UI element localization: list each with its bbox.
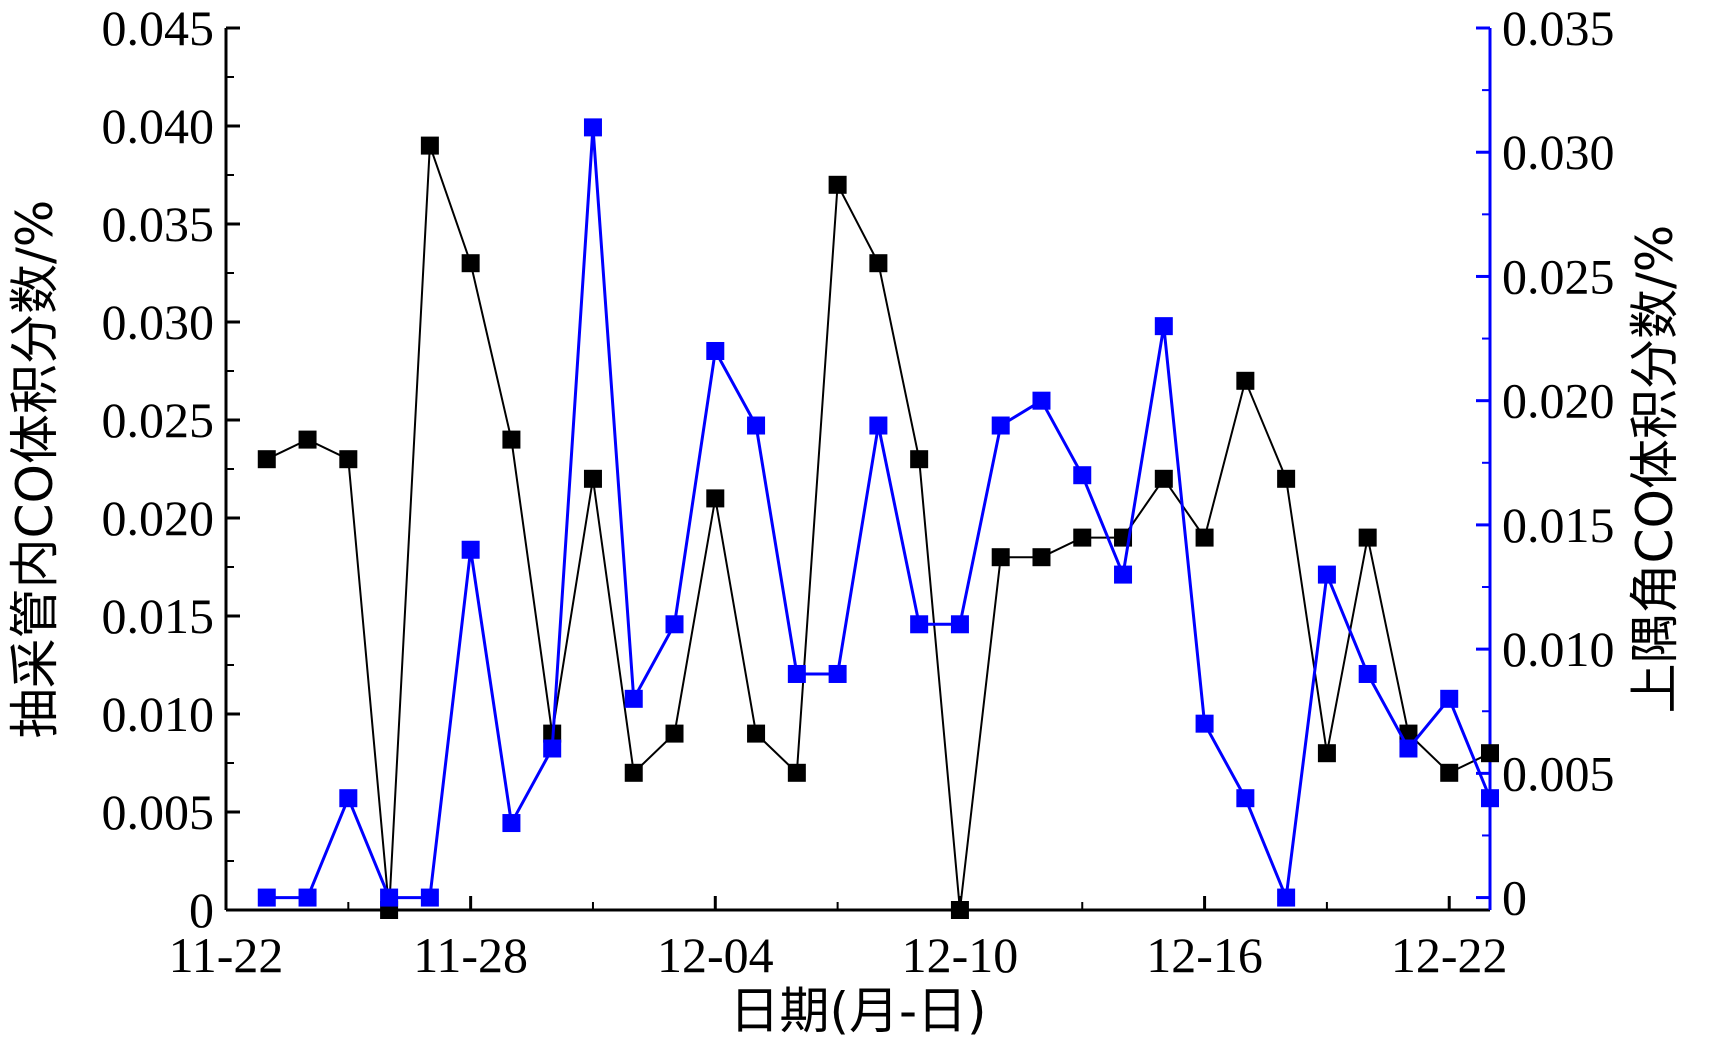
right-series-point bbox=[1154, 317, 1173, 336]
left-series-point bbox=[991, 548, 1010, 567]
left-series-point bbox=[950, 901, 969, 919]
left-series-point bbox=[1481, 744, 1499, 763]
right-series-point bbox=[543, 739, 562, 758]
left-series-point bbox=[787, 763, 806, 782]
right-series-point bbox=[461, 540, 480, 559]
y-right-tick-label: 0.020 bbox=[1502, 373, 1615, 429]
left-series-point bbox=[665, 724, 684, 743]
left-series-point bbox=[910, 450, 929, 469]
y-left-tick-label: 0.010 bbox=[102, 686, 215, 742]
x-tick-label: 12-04 bbox=[657, 927, 774, 983]
right-series-point bbox=[1195, 714, 1214, 733]
right-series-point bbox=[1073, 466, 1092, 485]
y-left-axis-title: 抽采管内CO体积分数/% bbox=[6, 200, 64, 739]
left-series-point bbox=[461, 254, 480, 273]
right-series-point bbox=[1399, 739, 1418, 758]
right-series-point bbox=[665, 615, 684, 634]
left-series-point bbox=[298, 430, 317, 449]
x-tick-label: 11-28 bbox=[413, 927, 528, 983]
left-series-point bbox=[1317, 744, 1336, 763]
y-right-tick-label: 0 bbox=[1502, 870, 1527, 926]
right-series-point bbox=[420, 888, 439, 907]
y-left-tick-label: 0.005 bbox=[102, 784, 215, 840]
y-right-axis-title: 上隅角CO体积分数/% bbox=[1626, 225, 1684, 714]
right-series-point bbox=[1236, 789, 1255, 808]
right-series-point bbox=[747, 416, 766, 435]
y-right-tick-label: 0.030 bbox=[1502, 124, 1615, 180]
y-left-tick-label: 0.045 bbox=[102, 0, 215, 56]
y-left-tick-label: 0.025 bbox=[102, 392, 215, 448]
right-series-point bbox=[339, 789, 358, 808]
x-tick-label: 12-16 bbox=[1146, 927, 1263, 983]
right-series-point bbox=[1277, 888, 1296, 907]
left-series-point bbox=[624, 763, 643, 782]
right-series-point bbox=[624, 689, 643, 708]
right-series-point bbox=[1358, 664, 1377, 683]
right-series-point bbox=[787, 664, 806, 683]
right-series-point bbox=[991, 416, 1010, 435]
left-series-point bbox=[1195, 528, 1214, 547]
right-series-point bbox=[1440, 689, 1459, 708]
y-right-tick-label: 0.010 bbox=[1502, 621, 1615, 677]
right-series-point bbox=[583, 118, 602, 137]
y-right-tick-label: 0.005 bbox=[1502, 745, 1615, 801]
right-series-point bbox=[1114, 565, 1133, 584]
x-axis-title: 日期(月-日) bbox=[729, 982, 986, 1040]
x-tick-label: 11-22 bbox=[169, 927, 284, 983]
right-series-point bbox=[502, 814, 521, 833]
x-tick-label: 12-22 bbox=[1391, 927, 1508, 983]
right-series-point bbox=[910, 615, 929, 634]
y-right-tick-label: 0.015 bbox=[1502, 497, 1615, 553]
right-series-point bbox=[706, 341, 725, 360]
left-series-point bbox=[1236, 371, 1255, 390]
y-left-tick-label: 0.015 bbox=[102, 588, 215, 644]
right-series-point bbox=[298, 888, 317, 907]
y-left-tick-label: 0.040 bbox=[102, 98, 215, 154]
y-left-tick-label: 0.030 bbox=[102, 294, 215, 350]
left-series-point bbox=[747, 724, 766, 743]
left-series-point bbox=[828, 175, 847, 194]
left-series-point bbox=[502, 430, 521, 449]
left-series-point bbox=[1032, 548, 1051, 567]
left-series-point bbox=[257, 450, 276, 469]
left-series-point bbox=[1154, 469, 1173, 488]
left-series-point bbox=[1358, 528, 1377, 547]
left-series-point bbox=[420, 136, 439, 155]
left-series-point bbox=[706, 489, 725, 508]
x-tick-label: 12-10 bbox=[902, 927, 1019, 983]
right-series-point bbox=[828, 664, 847, 683]
right-series-point bbox=[1032, 391, 1051, 410]
right-series-point bbox=[380, 888, 399, 907]
right-series-point bbox=[950, 615, 969, 634]
left-series-point bbox=[869, 254, 888, 273]
right-series-point bbox=[1317, 565, 1336, 584]
left-series-point bbox=[1277, 469, 1296, 488]
right-series-point bbox=[257, 888, 276, 907]
y-left-tick-label: 0.035 bbox=[102, 196, 215, 252]
y-right-tick-label: 0.025 bbox=[1502, 248, 1615, 304]
right-series-line bbox=[266, 127, 1492, 904]
left-series-point bbox=[583, 469, 602, 488]
y-left-tick-label: 0 bbox=[189, 882, 214, 938]
left-series-point bbox=[1440, 763, 1459, 782]
left-series-point bbox=[339, 450, 358, 469]
y-right-tick-label: 0.035 bbox=[1502, 0, 1615, 56]
left-series-point bbox=[1073, 528, 1092, 547]
right-series-point bbox=[1481, 789, 1499, 808]
y-left-tick-label: 0.020 bbox=[102, 490, 215, 546]
right-series-point bbox=[869, 416, 888, 435]
